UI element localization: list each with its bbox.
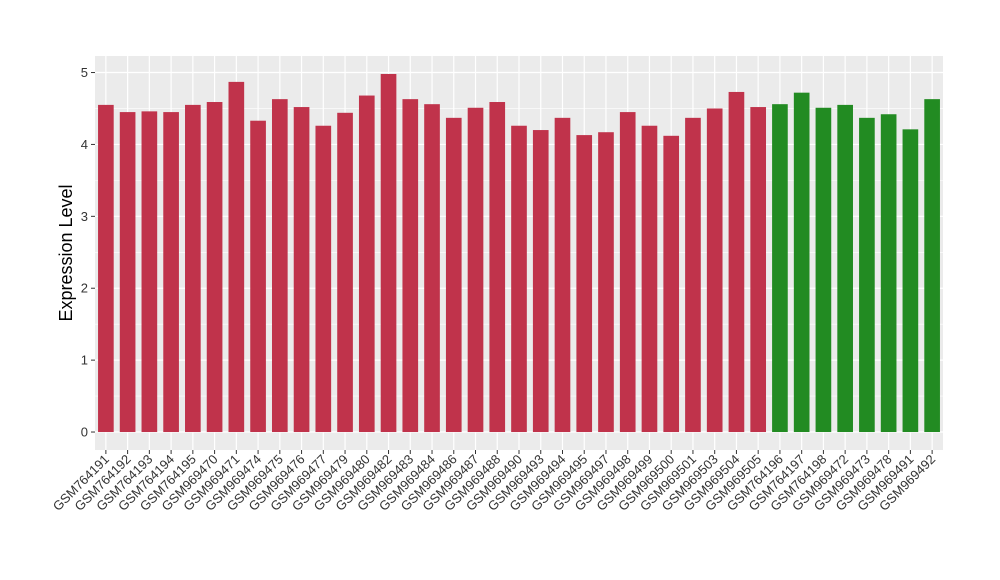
bar (271, 99, 288, 433)
bar (598, 132, 614, 433)
bars (98, 73, 940, 433)
bar (141, 111, 158, 433)
bar (772, 104, 788, 433)
bar (728, 91, 745, 433)
bar (489, 102, 506, 433)
bar (902, 129, 919, 433)
bar (98, 104, 114, 433)
bar (445, 117, 462, 433)
x-axis: GSM764191GSM764192GSM764193GSM764194GSM7… (50, 450, 938, 514)
bar (641, 125, 658, 433)
y-tick-label: 1 (81, 353, 88, 368)
bar (685, 117, 701, 433)
bar (358, 95, 375, 433)
bar (337, 112, 353, 433)
bar (315, 125, 332, 433)
y-tick-label: 0 (81, 425, 88, 440)
y-tick-label: 3 (81, 209, 88, 224)
bar (163, 112, 179, 433)
y-tick-label: 5 (81, 65, 88, 80)
bar (467, 107, 484, 433)
bar (424, 104, 440, 433)
bar (206, 102, 223, 433)
bar (880, 114, 897, 433)
bar (532, 130, 549, 433)
bar (576, 135, 593, 433)
bar (663, 135, 680, 433)
bar (293, 107, 310, 433)
bar (619, 112, 636, 433)
bar (119, 112, 136, 433)
bar (402, 99, 419, 433)
bar (250, 120, 266, 433)
bar (185, 104, 201, 433)
y-axis: 0 1 2 3 4 5 (81, 65, 95, 440)
bar (837, 104, 853, 433)
bar (380, 73, 397, 433)
y-tick-label: 2 (81, 281, 88, 296)
bar (554, 117, 571, 433)
bar (859, 117, 875, 433)
y-tick-label: 4 (81, 137, 88, 152)
bar (924, 99, 940, 433)
bar (750, 107, 767, 433)
bar (793, 92, 810, 433)
bar (706, 108, 723, 433)
bar (815, 107, 832, 433)
y-axis-title: Expression Level (56, 184, 76, 321)
bar (511, 125, 527, 433)
bar (228, 81, 245, 433)
